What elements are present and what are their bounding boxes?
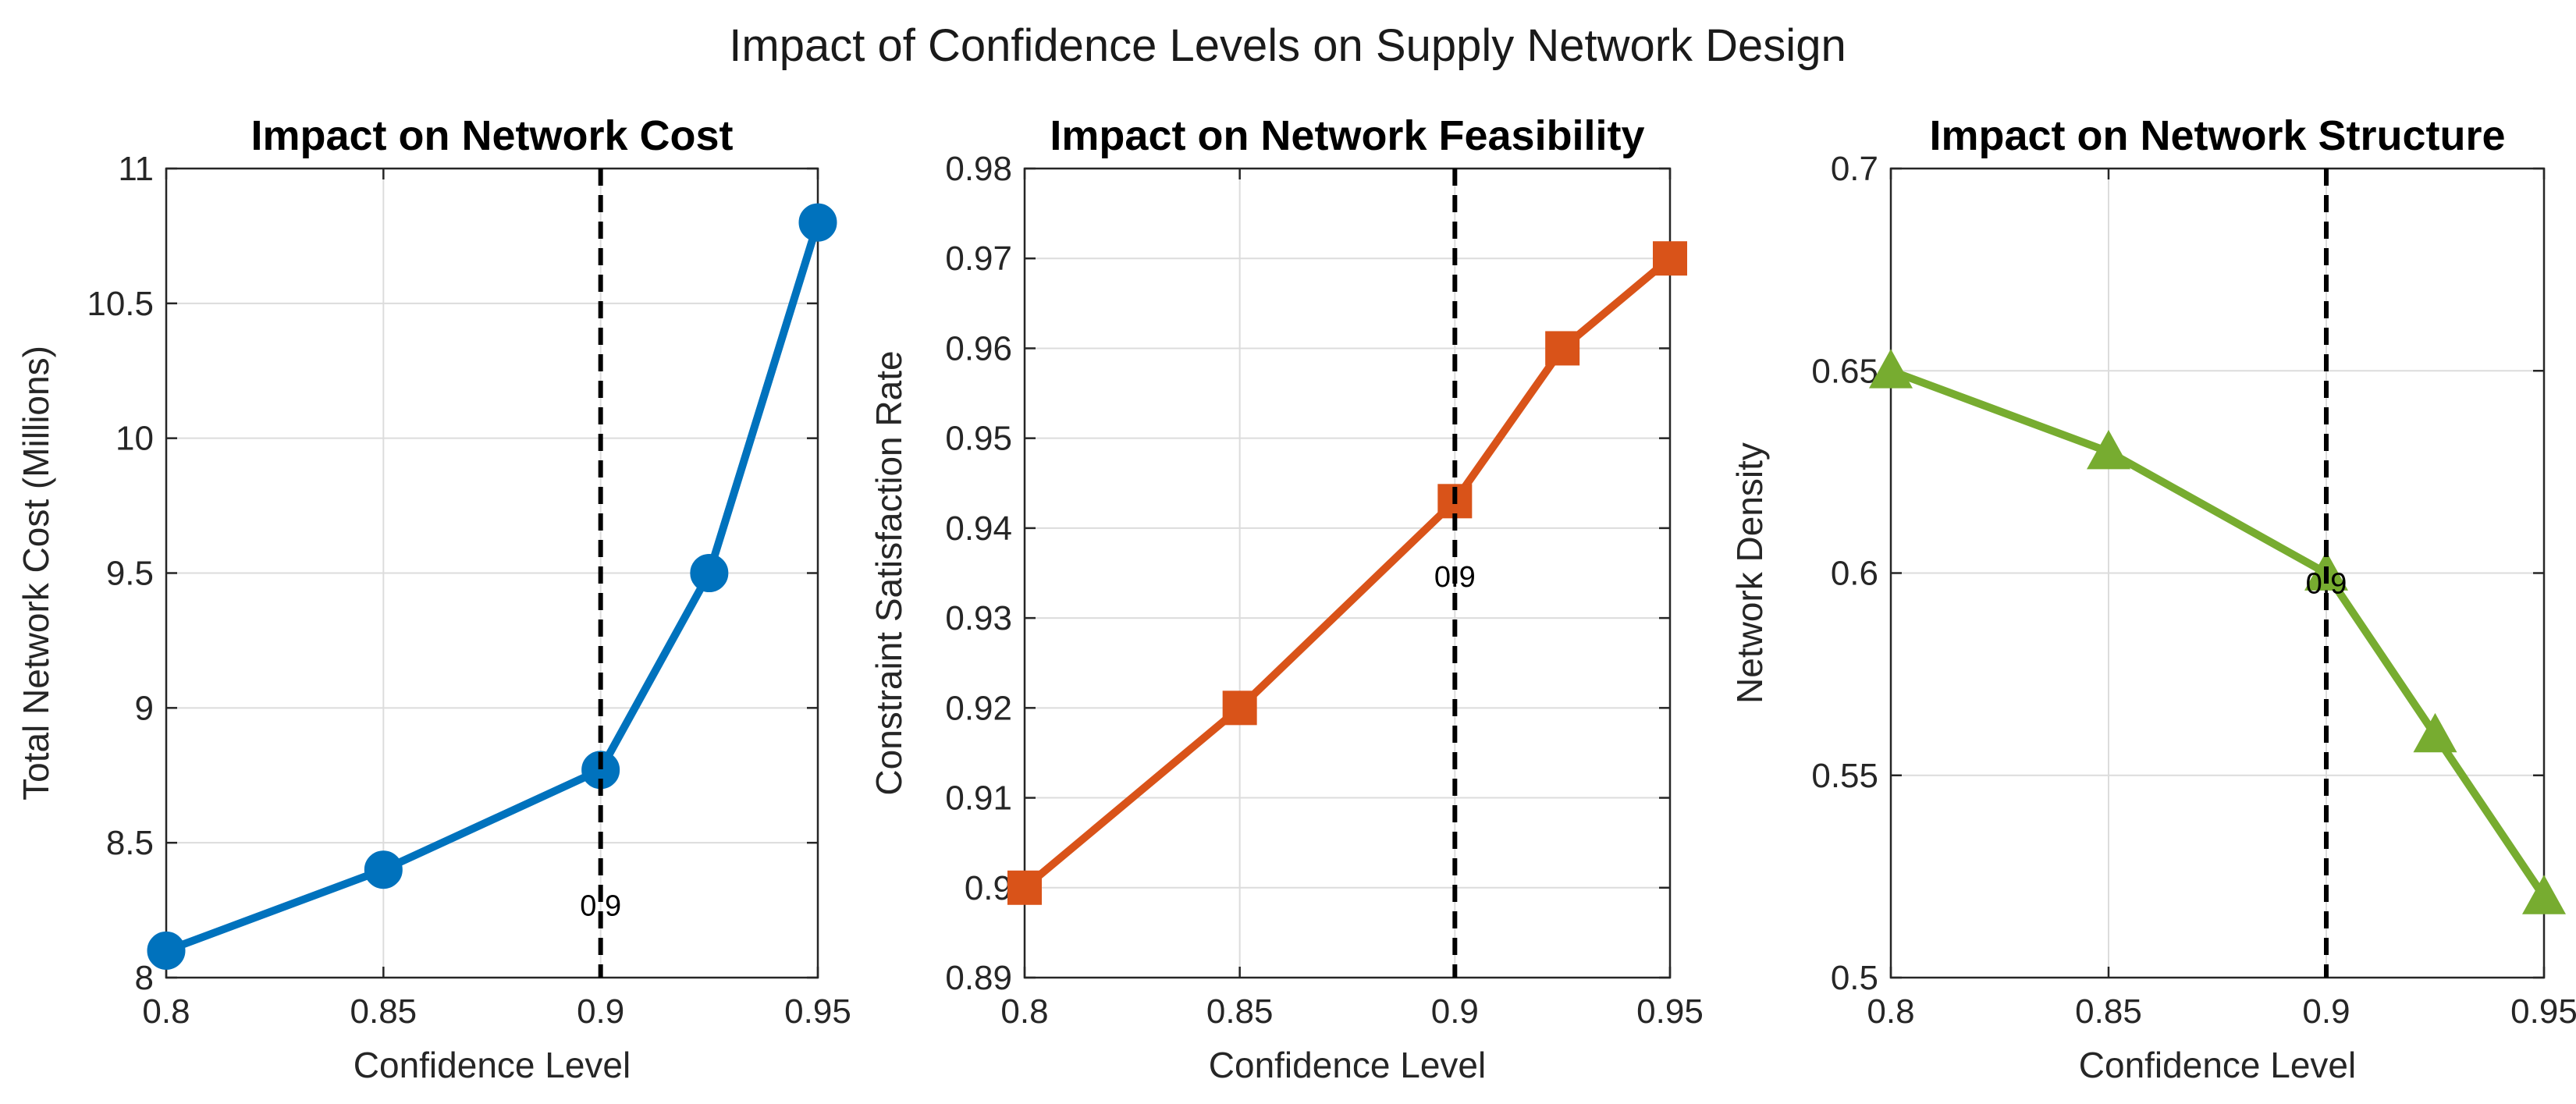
data-point-marker (364, 850, 403, 889)
reference-line-annotation: 0.9 (2306, 567, 2347, 600)
y-tick-label: 0.89 (945, 959, 1012, 997)
y-tick-label: 9 (135, 689, 154, 727)
y-tick-label: 0.65 (1811, 352, 1878, 390)
data-point-marker (1222, 690, 1257, 726)
y-tick-label: 9.5 (106, 555, 154, 593)
y-axis-label: Constraint Satisfaction Rate (869, 350, 909, 795)
data-point-marker (690, 554, 729, 592)
y-tick-label: 11 (118, 150, 154, 188)
data-point-marker (147, 931, 186, 970)
chart-panel-1: 8 8.5 9 9.5 10 10.5 11 0.8 0.85 0.9 0.95 Impact on … (16, 112, 851, 1085)
reference-line-annotation: 0.9 (1434, 561, 1476, 594)
y-tick-label: 0.5 (1831, 959, 1878, 997)
x-tick-label: 0.95 (2510, 992, 2576, 1031)
x-axis-label: Confidence Level (354, 1045, 631, 1085)
figure-title: Impact of Confidence Levels on Supply Ne… (729, 20, 1846, 71)
x-tick-label: 0.95 (784, 992, 851, 1031)
y-tick-label: 0.6 (1831, 555, 1878, 593)
data-point-marker (1545, 331, 1580, 366)
x-tick-label: 0.8 (1000, 992, 1048, 1031)
data-point-marker (1869, 349, 1913, 389)
chart-panel-3: 0.5 0.55 0.6 0.65 0.7 0.8 0.85 0.9 0.95 Impact on… (1729, 112, 2576, 1085)
y-tick-label: 0.91 (945, 779, 1012, 818)
x-axis-label: Confidence Level (1209, 1045, 1486, 1085)
x-tick-label: 0.95 (1636, 992, 1704, 1031)
y-tick-label: 0.95 (945, 420, 1012, 458)
x-axis-label: Confidence Level (2079, 1045, 2356, 1085)
y-tick-label: 0.97 (945, 240, 1012, 278)
data-point-marker (2413, 712, 2457, 753)
data-point-marker (1653, 241, 1687, 276)
y-tick-label: 0.92 (945, 689, 1012, 727)
panel-title: Impact on Network Cost (250, 112, 733, 159)
x-tick-label: 0.8 (1867, 992, 1914, 1031)
data-point-marker (798, 203, 837, 242)
y-tick-label: 0.93 (945, 599, 1012, 637)
x-tick-label: 0.85 (350, 992, 417, 1031)
x-tick-label: 0.85 (2075, 992, 2142, 1031)
y-tick-label: 10 (115, 420, 154, 458)
panel-title: Impact on Network Structure (1929, 112, 2505, 159)
x-tick-label: 0.9 (2302, 992, 2350, 1031)
y-tick-label: 10.5 (87, 285, 154, 323)
x-tick-label: 0.85 (1206, 992, 1274, 1031)
data-point-marker (2087, 429, 2130, 470)
reference-line-annotation: 0.9 (580, 889, 621, 922)
data-point-marker (1007, 870, 1042, 905)
chart-panel-2: 0.89 0.9 0.91 0.92 0.93 0.94 0.95 0.96 0.97 0.98 0… (869, 112, 1704, 1085)
y-axis-label: Total Network Cost (Millions) (16, 346, 56, 800)
y-tick-label: 8 (135, 959, 154, 997)
y-tick-label: 0.98 (945, 150, 1012, 188)
data-point-marker (2522, 875, 2566, 914)
panel-title: Impact on Network Feasibility (1050, 112, 1644, 159)
x-tick-label: 0.9 (577, 992, 624, 1031)
y-tick-label: 8.5 (106, 824, 154, 862)
y-tick-label: 0.96 (945, 329, 1012, 367)
x-tick-label: 0.9 (1431, 992, 1479, 1031)
axes-frame (1023, 167, 1672, 979)
y-axis-label: Network Density (1729, 442, 1770, 704)
y-tick-label: 0.55 (1811, 757, 1878, 795)
y-tick-label: 0.7 (1831, 150, 1878, 188)
y-tick-label: 0.94 (945, 509, 1012, 548)
x-tick-label: 0.8 (142, 992, 190, 1031)
y-tick-label: 0.9 (965, 869, 1012, 907)
